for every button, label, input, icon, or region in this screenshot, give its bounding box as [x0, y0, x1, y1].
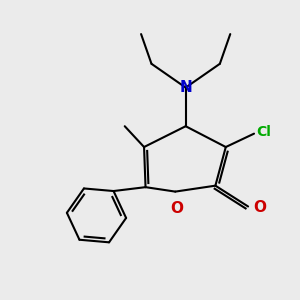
Text: Cl: Cl — [256, 125, 271, 139]
Text: O: O — [170, 201, 183, 216]
Text: N: N — [179, 80, 192, 95]
Text: O: O — [254, 200, 266, 215]
